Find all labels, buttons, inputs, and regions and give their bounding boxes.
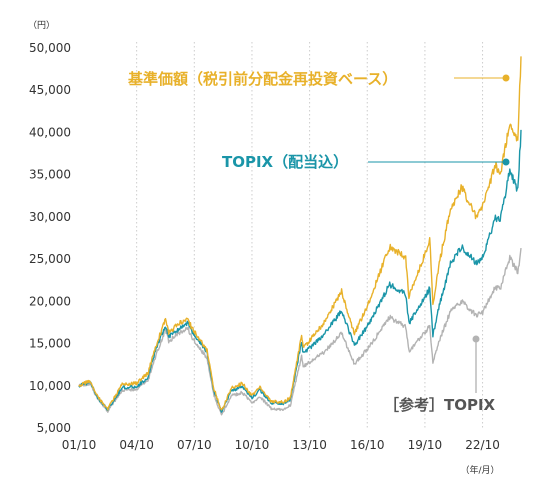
x-tick-label: 04/10 [119,438,154,452]
marker-topix [472,335,480,343]
annotations: 基準価額（税引前分配金再投資ベース） TOPIX（配当込） ［参考］TOPIX [127,70,510,414]
x-axis-ticks: 01/10 04/10 07/10 10/10 13/10 16/10 19/10 22/10 [62,438,500,452]
annotation-topix-div: TOPIX（配当込） [222,153,348,171]
y-axis-unit: （円） [28,20,55,31]
y-tick-label: 25,000 [29,252,71,266]
x-tick-label: 19/10 [408,438,443,452]
series-lines [78,56,522,416]
y-tick-label: 5,000 [37,421,71,435]
y-tick-label: 35,000 [29,168,71,182]
y-tick-label: 30,000 [29,210,71,224]
gridlines [136,42,484,428]
x-tick-label: 13/10 [292,438,327,452]
y-tick-label: 50,000 [29,41,71,55]
y-tick-label: 10,000 [29,379,71,393]
x-tick-label: 01/10 [62,438,97,452]
series-line-nav [78,56,522,411]
y-tick-label: 40,000 [29,125,71,139]
y-tick-label: 15,000 [29,337,71,351]
x-tick-label: 22/10 [465,438,500,452]
x-axis-unit: （年/月） [460,464,499,476]
marker-topix-div [502,158,510,166]
series-line-topix_div [78,129,522,413]
x-tick-label: 16/10 [350,438,385,452]
annotation-nav: 基準価額（税引前分配金再投資ベース） [127,70,397,88]
series-line-topix [78,248,522,416]
y-axis-ticks: 5,000 10,000 15,000 20,000 25,000 30,000 35,00… [29,41,71,435]
marker-nav [502,74,510,82]
x-tick-label: 10/10 [235,438,270,452]
y-tick-label: 20,000 [29,294,71,308]
x-tick-label: 07/10 [177,438,212,452]
y-tick-label: 45,000 [29,83,71,97]
annotation-topix: ［参考］TOPIX [384,396,496,414]
